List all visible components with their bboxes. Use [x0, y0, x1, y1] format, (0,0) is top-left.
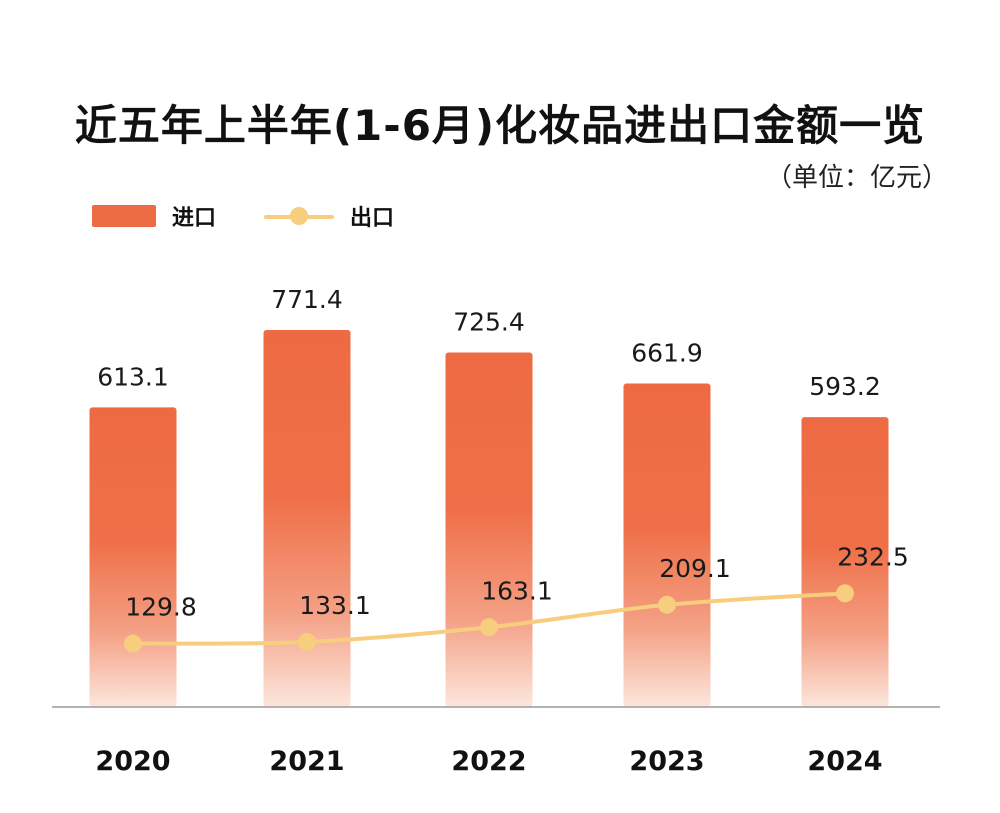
unit-label: （单位：亿元）: [765, 163, 948, 193]
x-tick-label-2020: 2020: [95, 746, 170, 777]
export-value-label-2022: 163.1: [481, 576, 553, 605]
bars-group: [89, 329, 889, 707]
bar-import-2021: [263, 329, 351, 707]
bar-value-label-2020: 613.1: [97, 362, 169, 391]
bar-import-2023: [623, 383, 711, 707]
bar-value-label-2021: 771.4: [271, 285, 343, 314]
export-value-label-2020: 129.8: [125, 593, 197, 622]
bar-value-label-2024: 593.2: [809, 372, 881, 401]
bar-import-2022: [445, 352, 533, 707]
x-tick-label-2024: 2024: [807, 746, 882, 777]
labels-group: 613.1 2020 771.4 2021 725.4 2022 661.9 2023 593.…: [95, 285, 908, 777]
export-point-2020: [124, 634, 142, 653]
bar-value-label-2023: 661.9: [631, 338, 703, 367]
export-line-group: [124, 584, 854, 653]
bar-value-label-2022: 725.4: [453, 307, 525, 336]
legend-line-swatch: [264, 205, 334, 227]
export-point-2021: [298, 632, 316, 651]
export-value-label-2021: 133.1: [299, 591, 371, 620]
export-point-2023: [658, 595, 676, 614]
export-point-2022: [480, 618, 498, 637]
export-value-label-2024: 232.5: [837, 542, 909, 571]
legend: 进口 出口: [92, 200, 492, 232]
x-tick-label-2021: 2021: [269, 746, 344, 777]
legend-item-export: 出口: [264, 200, 394, 232]
legend-bar-swatch: [92, 205, 156, 227]
chart-title: 近五年上半年(1-6月)化妆品进出口金额一览: [74, 101, 926, 150]
legend-label-export: 出口: [350, 206, 395, 231]
export-point-2024: [836, 584, 854, 603]
x-tick-label-2022: 2022: [451, 746, 526, 777]
bar-import-2020: [89, 407, 177, 707]
legend-item-import: 进口: [92, 200, 216, 232]
bar-import-2024: [801, 417, 889, 707]
legend-label-import: 进口: [172, 206, 217, 231]
export-value-label-2023: 209.1: [659, 554, 731, 583]
x-tick-label-2023: 2023: [629, 746, 704, 777]
